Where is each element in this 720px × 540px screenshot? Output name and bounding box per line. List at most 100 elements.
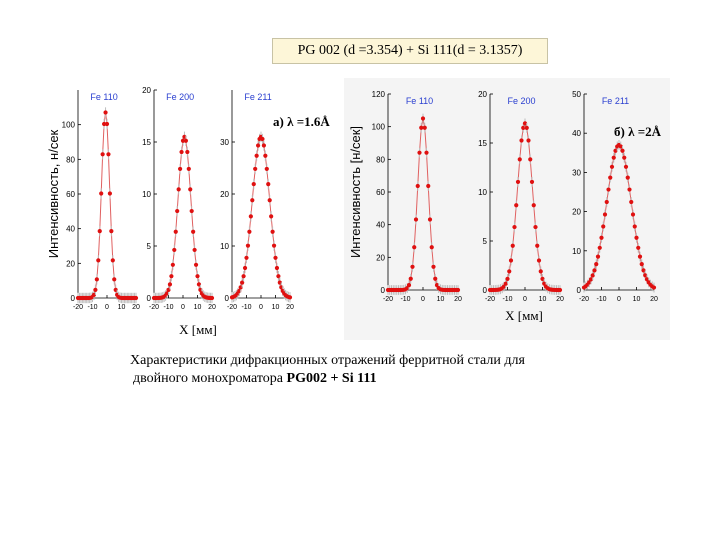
series-line [231,135,291,298]
data-point [410,264,415,269]
data-point [609,164,615,169]
data-point [417,150,422,155]
x-tick-label: 10 [633,296,641,303]
panel-fe-211: 0 10 20 30 -20 -10 0 10 20 Fe 211 [220,90,294,311]
x-tick-label: 10 [194,304,202,311]
data-point [533,224,538,230]
y-tick-label: 10 [142,190,151,199]
x-tick-label: 0 [105,304,109,311]
data-point [178,166,183,172]
series-label: Fe 200 [507,96,535,106]
caption-line-2: двойного монохроматора PG002 + Si 111 [133,370,650,388]
data-point [606,187,611,192]
y-tick-label: 30 [572,168,581,177]
data-point [510,243,515,248]
x-tick-label: -20 [73,304,83,311]
data-point [133,295,139,301]
data-point [455,287,461,293]
y-tick-label: 100 [372,123,386,132]
y-tick-label: 0 [147,294,152,303]
x-tick-label: 10 [272,304,280,311]
x-tick-label: 20 [286,304,294,311]
data-point [627,187,632,192]
y-tick-label: 20 [478,90,487,99]
caption-line-1: Характеристики дифракционных отражений ф… [130,353,525,368]
data-point [590,273,595,278]
y-tick-label: 10 [478,188,487,197]
data-point [192,247,197,253]
data-point [247,229,252,234]
data-point [209,295,215,301]
data-point [276,274,281,279]
data-point [597,245,602,250]
data-point [97,229,102,234]
y-tick-label: 0 [577,286,582,295]
x-tick-label: -20 [485,296,495,303]
series-label: Fe 110 [406,96,433,106]
panel-fe-110: 0 20 40 60 80 100 120 -20 -10 0 10 20 Fe 110 [372,90,462,303]
x-tick-label: 0 [617,296,621,303]
data-point [522,121,528,126]
data-point [176,187,181,192]
panel-fe-200: 0 5 10 15 20 -20 -10 0 10 20 Fe 200 [142,86,216,311]
data-point [260,136,265,142]
data-point [540,276,545,281]
data-point [413,217,419,222]
data-point [106,152,111,157]
y-tick-label: 10 [572,247,581,256]
data-point [524,125,529,130]
y-tick-label: 120 [372,90,386,99]
figure-caption: Характеристики дифракционных отражений ф… [130,352,650,388]
data-point [170,262,175,267]
data-point [515,179,521,185]
data-point [632,224,637,229]
data-point [256,143,261,148]
data-point [241,274,246,279]
y-tick-label: 20 [572,208,581,217]
y-tick-label: 60 [376,188,385,197]
data-point [420,116,426,121]
data-point [107,191,112,196]
x-tick-label: -20 [149,304,159,311]
data-point [521,125,526,130]
y-tick-label: 5 [483,237,488,246]
data-point [188,187,193,192]
data-point [519,138,524,143]
data-point [536,258,542,263]
data-point [508,258,514,263]
data-point [264,166,269,172]
series-line [388,118,458,291]
x-tick-label: 0 [181,304,185,311]
data-point [100,152,105,157]
x-axis-label: X [мм] [179,322,217,337]
data-point [254,153,259,158]
data-point [433,276,438,281]
data-point [109,229,114,234]
x-tick-label: 20 [454,296,462,303]
y-tick-label: 40 [376,221,385,230]
y-tick-label: 0 [381,286,386,295]
y-tick-label: 30 [220,138,229,147]
data-point [431,264,436,269]
data-point [587,280,592,285]
x-tick-label: 10 [118,304,126,311]
data-point [244,255,249,260]
data-point [620,148,625,153]
chart-group-b: Интенсивность [н/сек] X [мм] б) λ =2Å 0 20 40… [344,78,670,340]
figure-title: PG 002 (d =3.354) + Si 111(d = 3.1357) [272,38,548,64]
series-line [153,135,213,299]
data-point [245,243,251,248]
y-tick-label: 0 [225,294,230,303]
data-point [261,143,266,148]
data-point [618,144,623,149]
data-point [242,265,248,271]
x-tick-label: -10 [400,296,410,303]
data-point [112,277,117,282]
data-point [625,175,630,180]
x-tick-label: -10 [502,296,512,303]
x-tick-label: 10 [539,296,547,303]
y-tick-label: 20 [142,86,151,95]
data-point [599,235,604,240]
data-point [93,287,98,292]
data-point [595,254,601,259]
